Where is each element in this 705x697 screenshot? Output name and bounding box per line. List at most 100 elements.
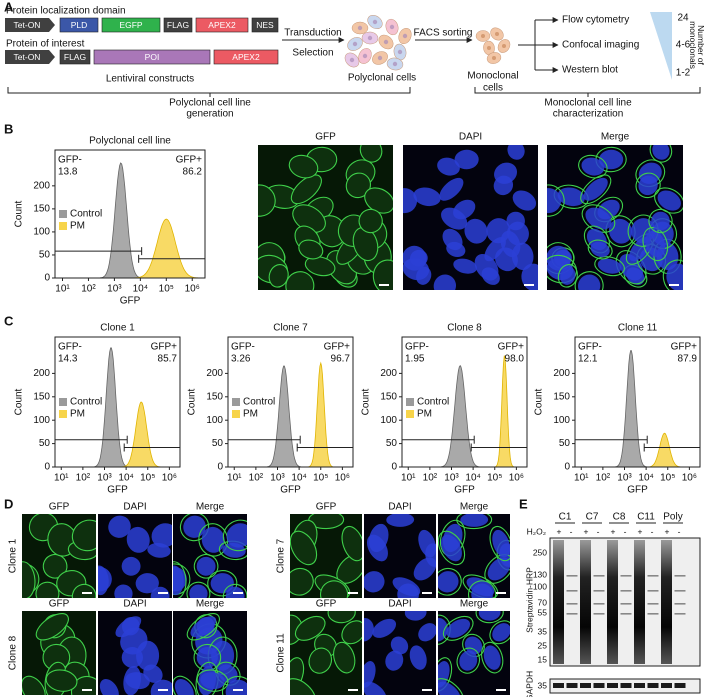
construct-part-label: NES [256, 20, 274, 30]
x-tick-label: 10⁴ [133, 284, 148, 295]
construct-part [213, 49, 279, 65]
cell-membrane [352, 226, 379, 262]
x-axis-label: GFP [280, 485, 301, 496]
plot-title: Clone 8 [447, 323, 482, 334]
nucleus [403, 188, 418, 214]
x-tick-label: 10⁴ [118, 473, 133, 484]
y-axis-label: Count [534, 388, 545, 415]
plot-title: Clone 7 [273, 323, 308, 334]
nucleus [190, 616, 217, 638]
mw-label: 55 [538, 607, 548, 617]
blot-band [580, 683, 591, 688]
cell-membrane [456, 647, 481, 674]
cell-membrane [268, 263, 289, 288]
nucleus [173, 565, 184, 596]
blot-band [566, 575, 578, 577]
caption: cells [483, 83, 503, 94]
plot-title: Clone 11 [618, 323, 658, 334]
micrograph [290, 611, 362, 695]
nucleus [385, 650, 404, 671]
construct-part [101, 17, 161, 33]
x-tick-label: 10⁴ [291, 473, 306, 484]
blot-band [674, 590, 686, 592]
micrograph [22, 611, 96, 695]
nucleus [392, 61, 398, 67]
x-tick-label: 10¹ [54, 473, 69, 484]
y-tick-label: 0 [564, 462, 570, 473]
y-axis-label: Count [14, 200, 25, 227]
cell-membrane [578, 154, 608, 179]
construct-part-label: APEX2 [232, 52, 260, 62]
micrograph [438, 611, 510, 695]
image-label: GFP [316, 599, 337, 610]
scale-bar [158, 592, 168, 594]
x-tick-label: 10⁵ [487, 473, 502, 484]
x-axis-label: GFP [627, 485, 648, 496]
scale-bar [669, 284, 679, 286]
nucleus [404, 611, 427, 621]
bracket-label: Polyclonal cell line [169, 98, 251, 109]
step-label: Transduction [284, 28, 341, 39]
y-tick-label: 100 [380, 415, 397, 426]
gate-label: GFP- [58, 342, 82, 353]
x-tick-label: 10⁵ [140, 473, 155, 484]
panel-label: D [4, 496, 13, 511]
image-label: GFP [49, 502, 70, 513]
blot-band [647, 603, 659, 605]
construct-part [59, 17, 99, 33]
image-label: DAPI [388, 502, 411, 513]
cell-membrane [547, 184, 565, 217]
nucleus [441, 207, 468, 230]
legend-label: Control [417, 397, 449, 408]
blot-band [647, 683, 659, 688]
nucleus [471, 583, 493, 598]
panel-label: A [4, 0, 14, 14]
cell-membrane [173, 675, 197, 695]
cell-membrane [45, 669, 78, 692]
cell-membrane [475, 611, 504, 624]
cell-membrane [341, 525, 362, 562]
cell-membrane [186, 581, 211, 598]
blot-band [647, 613, 659, 615]
cell-membrane [648, 208, 673, 234]
scale-bar [82, 592, 92, 594]
cell-membrane [635, 172, 661, 199]
assay-label: Flow cytometry [562, 15, 629, 26]
blot-band [620, 603, 632, 605]
nucleus [507, 145, 525, 160]
cell-membrane [587, 239, 613, 260]
nucleus [126, 526, 150, 553]
nucleus [357, 25, 363, 31]
micrograph [438, 514, 510, 598]
construct-part-label: FLAG [167, 20, 189, 30]
cell-membrane [481, 641, 504, 674]
nucleus [352, 41, 358, 47]
blot-band [661, 683, 672, 688]
nucleus [438, 571, 459, 593]
sign: - [678, 526, 681, 536]
nucleus [446, 618, 471, 638]
x-tick-label: 10⁵ [660, 473, 675, 484]
cell-membrane [467, 580, 497, 598]
legend-swatch [59, 410, 67, 418]
nucleus [150, 586, 170, 598]
nucleus [413, 557, 436, 581]
treatment-label: H₂O₂ [527, 526, 546, 536]
nucleus [99, 679, 119, 695]
construct-part [195, 17, 249, 33]
legend-swatch [59, 222, 67, 230]
promoter [5, 50, 55, 64]
cell-membrane [319, 580, 349, 598]
panel-label: B [4, 121, 13, 136]
scale-bar [233, 592, 243, 594]
x-tick-label: 10³ [107, 284, 122, 295]
x-tick-label: 10⁶ [682, 473, 697, 484]
y-tick-label: 50 [212, 438, 224, 449]
nucleus [349, 57, 355, 63]
nucleus [136, 640, 160, 671]
nucleus [439, 177, 464, 201]
blot-band [607, 683, 618, 688]
cell-membrane [438, 530, 466, 566]
cell-membrane [557, 263, 578, 288]
blot-band [566, 613, 578, 615]
